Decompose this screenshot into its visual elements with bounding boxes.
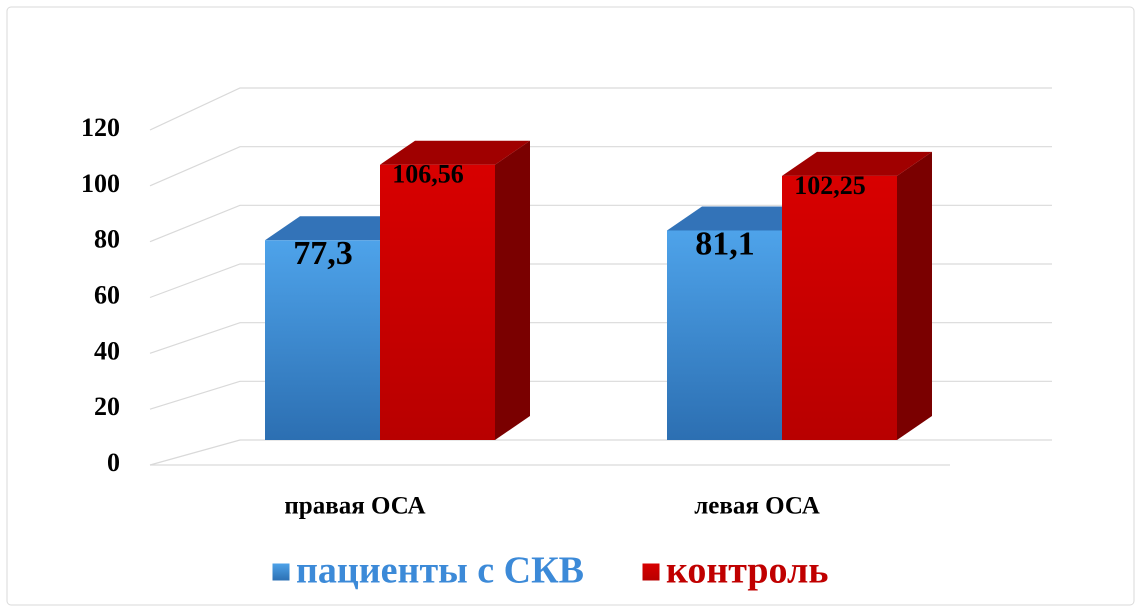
bar bbox=[667, 230, 782, 440]
y-tick-label: 80 bbox=[94, 225, 120, 254]
data-label: 81,1 bbox=[695, 225, 755, 262]
data-label: 102,25 bbox=[794, 171, 866, 200]
bar bbox=[782, 175, 897, 440]
legend-swatch bbox=[271, 562, 291, 582]
y-tick-label: 0 bbox=[107, 448, 120, 477]
y-tick-label: 20 bbox=[94, 392, 120, 421]
bar bbox=[265, 240, 380, 440]
y-tick-label: 60 bbox=[94, 280, 120, 309]
bar-top bbox=[667, 206, 817, 231]
bar-top bbox=[782, 151, 932, 176]
bar-side bbox=[495, 140, 530, 440]
bar bbox=[380, 164, 495, 440]
legend-label: контроль bbox=[666, 550, 828, 592]
legend-label: пациенты с СКВ bbox=[296, 550, 584, 592]
y-tick-label: 100 bbox=[81, 169, 120, 198]
legend-swatch bbox=[641, 562, 661, 582]
bar-top bbox=[380, 140, 530, 165]
x-tick-label: левая ОСА bbox=[694, 493, 820, 520]
bar-top bbox=[265, 216, 415, 241]
y-tick-label: 40 bbox=[94, 336, 120, 365]
grid-line bbox=[149, 146, 1052, 187]
chart-border bbox=[6, 6, 1135, 606]
y-tick-label: 120 bbox=[81, 113, 120, 142]
grid-line bbox=[149, 87, 1052, 131]
data-label: 106,56 bbox=[392, 160, 464, 189]
x-tick-label: правая ОСА bbox=[284, 493, 425, 520]
data-label: 77,3 bbox=[293, 235, 353, 272]
grid-line bbox=[149, 204, 1052, 243]
bar-side bbox=[897, 151, 932, 440]
